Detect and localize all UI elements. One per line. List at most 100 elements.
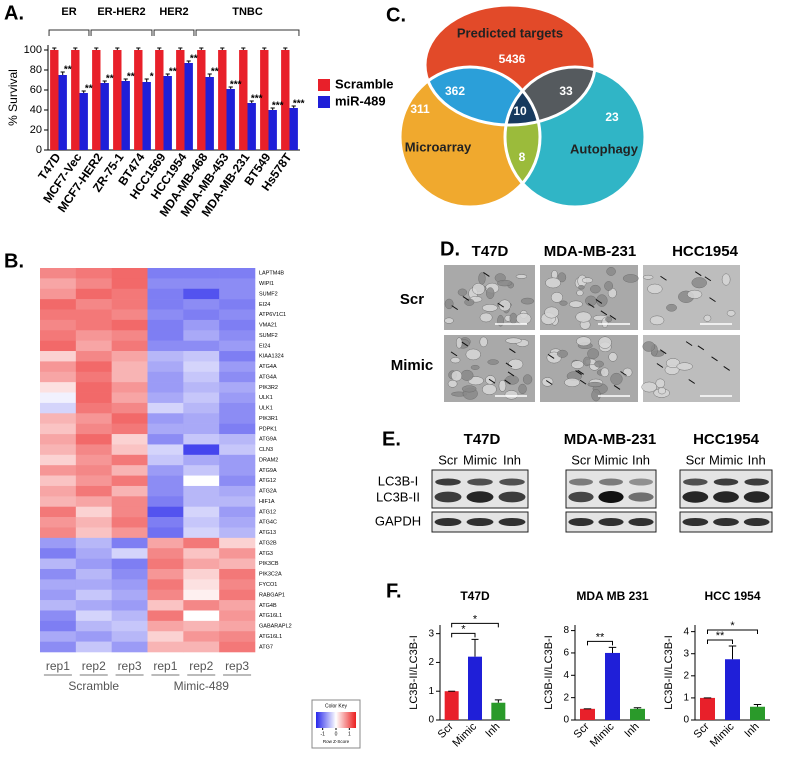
significance: ** xyxy=(190,54,198,65)
heatmap-cell xyxy=(219,330,256,341)
heatmap-cell xyxy=(40,641,77,653)
heatmap-cell xyxy=(183,351,220,362)
row-label: ATG4A xyxy=(259,364,277,370)
arrow xyxy=(620,371,627,376)
heatmap-cell xyxy=(40,351,77,362)
heatmap-cell xyxy=(40,631,77,642)
band xyxy=(569,478,593,486)
bar xyxy=(197,50,206,150)
heatmap-cell xyxy=(111,319,148,331)
cell-line-header: MDA-MB-231 xyxy=(564,431,657,448)
lane-label: Scr xyxy=(686,452,706,467)
heatmap-cell xyxy=(111,361,148,373)
cell xyxy=(478,272,486,285)
heatmap-cell xyxy=(75,351,112,362)
heatmap-cell xyxy=(183,330,220,341)
heatmap-cell xyxy=(183,371,220,383)
cell xyxy=(515,312,532,325)
column-header: HCC1954 xyxy=(672,243,739,260)
cell xyxy=(610,372,623,385)
x-tick-label: Inh xyxy=(622,721,641,740)
x-tick-label: Inh xyxy=(742,721,761,740)
band xyxy=(682,491,709,503)
error-bar xyxy=(291,105,296,108)
row-label: EI24 xyxy=(259,343,270,349)
panel-label: F. xyxy=(386,580,402,602)
bar xyxy=(218,50,227,150)
heatmap-cell xyxy=(219,340,256,352)
heatmap-cell xyxy=(183,465,220,476)
error-bar xyxy=(186,60,191,63)
row-label: PIK3R1 xyxy=(259,416,278,422)
bar xyxy=(260,50,269,150)
venn-count: 10 xyxy=(513,104,527,118)
heatmap-cell xyxy=(219,465,256,476)
heatmap-cell xyxy=(147,641,184,653)
heatmap-cell xyxy=(40,288,77,300)
heatmap-cell xyxy=(40,589,77,601)
heatmap-cell xyxy=(75,444,112,456)
comparison-bracket xyxy=(587,640,613,646)
heatmap-cell xyxy=(111,392,148,404)
heatmap-cell xyxy=(75,278,112,290)
heatmap-cell xyxy=(183,600,220,611)
bar xyxy=(71,50,80,150)
cell xyxy=(691,277,707,289)
row-label: HIF1A xyxy=(259,499,275,505)
arrow xyxy=(579,379,587,385)
cell xyxy=(587,381,603,388)
heatmap-cell xyxy=(111,589,148,601)
heatmap-cell xyxy=(111,610,148,622)
heatmap-cell xyxy=(111,548,148,559)
arrow xyxy=(697,345,705,351)
cell xyxy=(665,358,681,369)
heatmap-cell xyxy=(147,485,184,497)
heatmap-cell xyxy=(40,548,77,559)
cell xyxy=(444,298,454,310)
group-bracket xyxy=(153,29,195,36)
significance: *** xyxy=(251,94,263,105)
y-tick-label: 0 xyxy=(36,144,42,156)
arrow xyxy=(507,371,515,377)
error-bar xyxy=(270,107,275,110)
heatmap-cell xyxy=(147,434,184,445)
bar xyxy=(630,708,645,720)
row-label: LAPTM4B xyxy=(259,271,284,277)
heatmap-cell xyxy=(183,454,220,466)
row-label: ATG7 xyxy=(259,644,273,650)
bar xyxy=(491,702,506,720)
heatmap-cell xyxy=(111,527,148,539)
arrow xyxy=(659,349,667,355)
band xyxy=(682,518,709,526)
y-axis-label: LC3B-II/LC3B-I xyxy=(408,635,420,710)
cell xyxy=(600,367,610,378)
heatmap-cell xyxy=(75,319,112,331)
venn-count: 8 xyxy=(519,150,526,164)
band xyxy=(599,478,623,486)
heatmap-cell xyxy=(183,610,220,622)
cell xyxy=(498,299,511,312)
band-label: LC3B-II xyxy=(376,489,420,504)
cell xyxy=(457,288,468,297)
heatmap-cell xyxy=(147,299,184,310)
heatmap-cell xyxy=(147,610,184,622)
column-label: rep1 xyxy=(153,659,177,673)
band xyxy=(683,478,708,486)
cell xyxy=(676,362,693,371)
heatmap-cell xyxy=(147,444,184,456)
cell xyxy=(641,381,658,393)
heatmap-cell xyxy=(219,527,256,539)
heatmap-cell xyxy=(147,330,184,341)
heatmap-cell xyxy=(219,631,256,642)
panel-label: B. xyxy=(4,250,24,272)
heatmap-cell xyxy=(147,548,184,559)
venn-count: 311 xyxy=(410,102,430,116)
heatmap-cell xyxy=(40,392,77,404)
heatmap-cell xyxy=(75,631,112,642)
heatmap-cell xyxy=(111,558,148,570)
bar xyxy=(725,659,740,720)
cell xyxy=(585,295,597,307)
heatmap-cell xyxy=(75,485,112,497)
band xyxy=(713,491,739,503)
bar xyxy=(176,50,185,150)
